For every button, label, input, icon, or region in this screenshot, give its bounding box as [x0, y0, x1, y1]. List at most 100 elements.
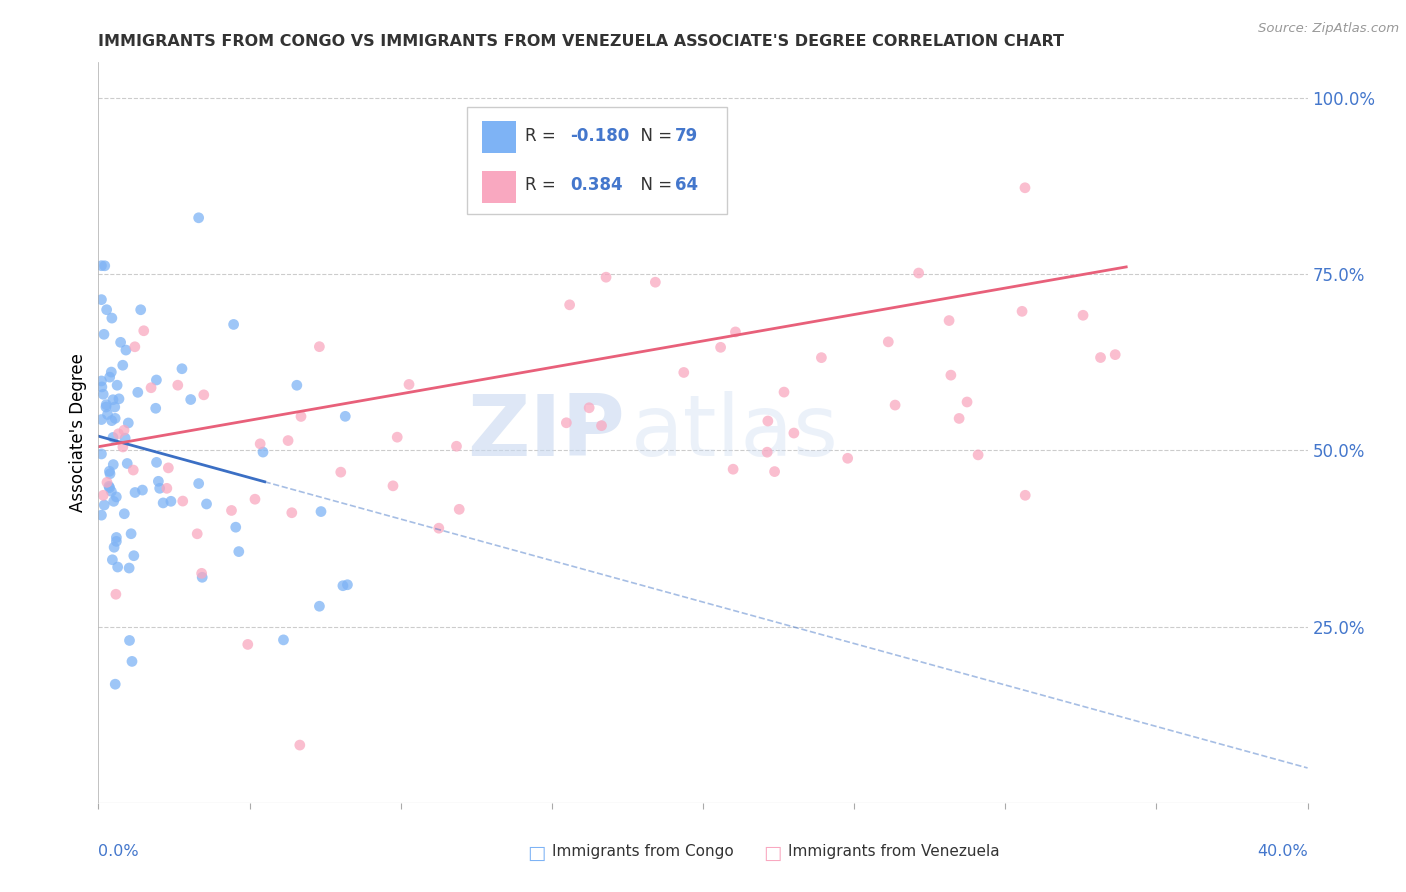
Point	[114, 431, 136, 445]
Point	[103, 494, 125, 508]
Point	[948, 411, 970, 425]
Text: Source: ZipAtlas.com: Source: ZipAtlas.com	[1258, 22, 1399, 36]
Point	[105, 378, 128, 392]
Point	[193, 388, 215, 402]
Point	[105, 531, 128, 545]
Point	[398, 377, 420, 392]
Text: N =: N =	[630, 177, 678, 194]
Point	[308, 599, 330, 614]
Point	[555, 416, 578, 430]
Text: -0.180: -0.180	[569, 128, 630, 145]
Point	[96, 302, 118, 317]
Point	[221, 503, 243, 517]
Text: Immigrants from Congo: Immigrants from Congo	[551, 844, 734, 858]
Point	[110, 335, 132, 350]
Point	[91, 387, 114, 401]
Point	[595, 270, 617, 285]
Point	[117, 416, 139, 430]
Point	[90, 412, 112, 426]
Point	[107, 560, 129, 574]
Point	[115, 343, 138, 357]
Point	[308, 340, 330, 354]
Point	[877, 334, 900, 349]
Point	[273, 632, 295, 647]
Point	[938, 313, 960, 327]
Text: N =: N =	[630, 128, 678, 145]
Point	[195, 497, 218, 511]
Point	[837, 451, 859, 466]
Point	[187, 211, 209, 225]
Point	[131, 483, 153, 497]
Text: □: □	[527, 844, 546, 863]
Point	[252, 445, 274, 459]
Point	[449, 502, 471, 516]
Point	[810, 351, 832, 365]
Point	[98, 464, 121, 478]
Point	[783, 425, 806, 440]
Point	[101, 392, 124, 407]
Point	[249, 437, 271, 451]
Text: IMMIGRANTS FROM CONGO VS IMMIGRANTS FROM VENEZUELA ASSOCIATE'S DEGREE CORRELATIO: IMMIGRANTS FROM CONGO VS IMMIGRANTS FROM…	[98, 34, 1064, 49]
Point	[145, 401, 167, 416]
Point	[90, 508, 112, 523]
Point	[107, 426, 129, 441]
Point	[122, 549, 145, 563]
Point	[94, 259, 117, 273]
Point	[172, 494, 194, 508]
Point	[756, 414, 779, 428]
Point	[118, 561, 141, 575]
Point	[222, 318, 245, 332]
Point	[104, 411, 127, 425]
Point	[93, 498, 115, 512]
Point	[112, 507, 135, 521]
Point	[100, 484, 122, 499]
FancyBboxPatch shape	[482, 171, 516, 203]
Point	[710, 340, 733, 354]
Point	[104, 677, 127, 691]
Point	[145, 373, 167, 387]
Point	[591, 418, 613, 433]
Point	[288, 738, 311, 752]
Text: 0.384: 0.384	[569, 177, 623, 194]
Point	[98, 467, 121, 481]
Point	[100, 365, 122, 379]
Point	[446, 439, 468, 453]
Point	[187, 476, 209, 491]
Point	[118, 633, 141, 648]
Point	[763, 465, 786, 479]
Point	[93, 327, 115, 342]
Point	[139, 381, 162, 395]
Point	[112, 423, 135, 437]
Point	[149, 481, 172, 495]
Point	[94, 400, 117, 414]
Point	[332, 579, 354, 593]
Point	[170, 361, 193, 376]
Point	[96, 475, 118, 490]
Point	[180, 392, 202, 407]
Point	[101, 430, 124, 444]
Point	[91, 488, 114, 502]
Point	[127, 385, 149, 400]
Point	[1071, 308, 1094, 322]
Text: atlas: atlas	[630, 391, 838, 475]
Point	[578, 401, 600, 415]
Point	[228, 544, 250, 558]
Point	[277, 434, 299, 448]
Point	[111, 358, 134, 372]
Point	[285, 378, 308, 392]
Text: Immigrants from Venezuela: Immigrants from Venezuela	[787, 844, 1000, 858]
Point	[721, 462, 744, 476]
Text: R =: R =	[526, 128, 561, 145]
Point	[672, 366, 695, 380]
Point	[1014, 181, 1036, 195]
Point	[124, 340, 146, 354]
Point	[724, 325, 747, 339]
Point	[122, 463, 145, 477]
FancyBboxPatch shape	[482, 120, 516, 153]
Point	[166, 378, 188, 392]
Point	[90, 259, 112, 273]
Point	[90, 447, 112, 461]
Point	[103, 541, 125, 555]
Point	[336, 578, 359, 592]
Point	[121, 654, 143, 668]
